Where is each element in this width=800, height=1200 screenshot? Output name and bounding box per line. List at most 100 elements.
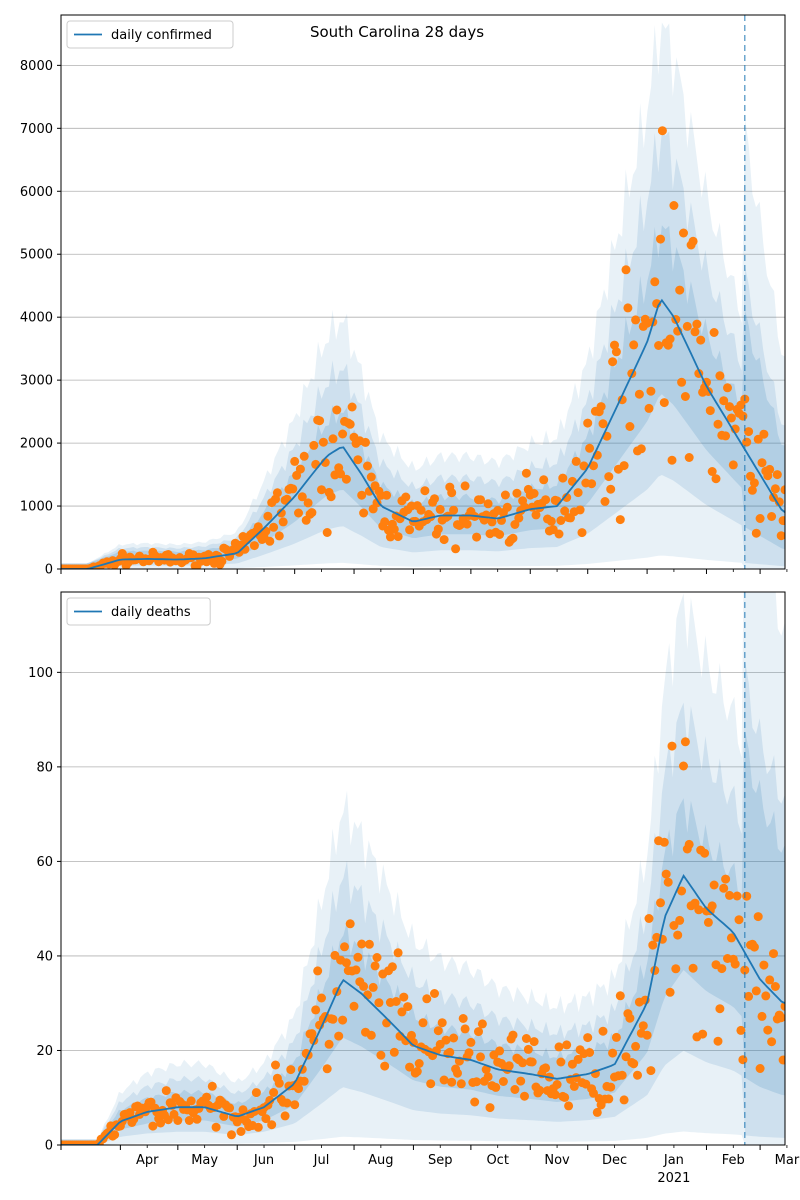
data-point xyxy=(125,1108,135,1118)
data-point xyxy=(430,494,439,504)
data-point xyxy=(474,1027,483,1037)
data-point xyxy=(606,1082,616,1092)
data-point xyxy=(500,490,510,500)
data-point xyxy=(742,891,752,901)
data-point xyxy=(692,319,702,329)
data-point xyxy=(393,532,403,542)
data-point xyxy=(719,396,729,406)
data-point xyxy=(654,341,664,350)
data-point xyxy=(227,1130,236,1140)
y-tick-label: 100 xyxy=(28,666,53,681)
data-point xyxy=(397,1007,407,1017)
data-point xyxy=(659,398,669,408)
data-point xyxy=(359,981,369,991)
data-point xyxy=(765,464,775,474)
data-point xyxy=(508,1030,518,1040)
data-point xyxy=(721,874,731,884)
y-tick-label: 40 xyxy=(36,949,53,964)
data-point xyxy=(698,1029,708,1039)
data-point xyxy=(688,236,698,246)
data-point xyxy=(211,1122,221,1132)
y-tick-label: 2000 xyxy=(20,437,53,452)
data-point xyxy=(460,481,470,491)
data-point xyxy=(558,473,568,483)
data-point xyxy=(619,461,629,471)
data-point xyxy=(659,837,669,847)
data-point xyxy=(382,490,392,500)
data-point xyxy=(772,470,782,480)
data-point xyxy=(481,1065,491,1074)
data-point xyxy=(778,516,785,526)
data-point xyxy=(412,1067,422,1076)
data-point xyxy=(715,371,725,381)
data-point xyxy=(531,510,541,520)
data-point xyxy=(713,1036,723,1046)
data-point xyxy=(636,444,646,454)
data-point xyxy=(680,737,690,747)
data-point xyxy=(631,315,641,325)
data-point xyxy=(498,1077,508,1086)
data-point xyxy=(589,1088,598,1098)
data-point xyxy=(510,1085,520,1094)
data-point xyxy=(516,1076,526,1086)
data-point xyxy=(715,1004,725,1014)
x-tick-label: Jul xyxy=(313,1153,330,1168)
data-point xyxy=(589,461,598,471)
x-year-label: 2021 xyxy=(657,1171,690,1186)
data-point xyxy=(656,898,665,908)
data-point xyxy=(280,1111,290,1121)
legend-box xyxy=(66,20,234,49)
data-point xyxy=(249,541,259,551)
data-point xyxy=(341,958,351,968)
data-point xyxy=(225,1103,235,1113)
data-point xyxy=(322,1064,332,1074)
data-point xyxy=(606,484,616,494)
data-point xyxy=(385,532,395,542)
data-point xyxy=(541,495,551,505)
data-point xyxy=(422,994,432,1004)
data-point xyxy=(550,1090,560,1100)
data-point xyxy=(299,451,309,461)
data-point xyxy=(736,1025,746,1035)
data-point xyxy=(370,961,380,971)
data-point xyxy=(407,1030,416,1040)
x-tick-label: Feb xyxy=(722,1153,745,1168)
data-point xyxy=(749,478,759,488)
data-point xyxy=(294,508,303,518)
data-point xyxy=(472,532,482,542)
y-tick-label: 0 xyxy=(45,1139,53,1154)
data-point xyxy=(322,528,332,537)
data-point xyxy=(776,531,785,541)
data-point xyxy=(646,1066,656,1076)
data-point xyxy=(261,1114,271,1124)
data-point xyxy=(679,761,688,771)
data-point xyxy=(476,1052,485,1062)
data-point xyxy=(156,1118,166,1128)
x-tick-label: May xyxy=(191,1153,218,1168)
data-point xyxy=(405,1062,415,1072)
deaths-panel: 0 20 40 60 80 100 Apr May Jun Jul Aug Sep Oct Nov Dec J… xyxy=(28,591,800,1186)
data-point xyxy=(535,1085,545,1095)
data-point xyxy=(585,1048,595,1057)
data-point xyxy=(368,982,378,992)
data-point xyxy=(778,1055,785,1065)
data-point xyxy=(518,1058,528,1068)
data-point xyxy=(677,886,687,896)
data-point xyxy=(294,1084,303,1094)
data-point xyxy=(462,519,472,529)
data-point xyxy=(744,427,754,437)
data-point xyxy=(623,303,633,313)
data-point xyxy=(713,419,723,429)
data-point xyxy=(598,419,608,429)
data-point xyxy=(665,334,675,344)
data-point xyxy=(328,434,338,444)
data-point xyxy=(430,989,439,998)
data-point xyxy=(592,1107,602,1117)
data-point xyxy=(347,402,357,412)
data-point xyxy=(703,917,713,927)
data-point xyxy=(596,402,606,412)
data-point xyxy=(161,1086,171,1096)
x-tick-label: Mar xyxy=(775,1153,800,1168)
data-point xyxy=(295,464,305,474)
data-point xyxy=(520,1091,529,1101)
